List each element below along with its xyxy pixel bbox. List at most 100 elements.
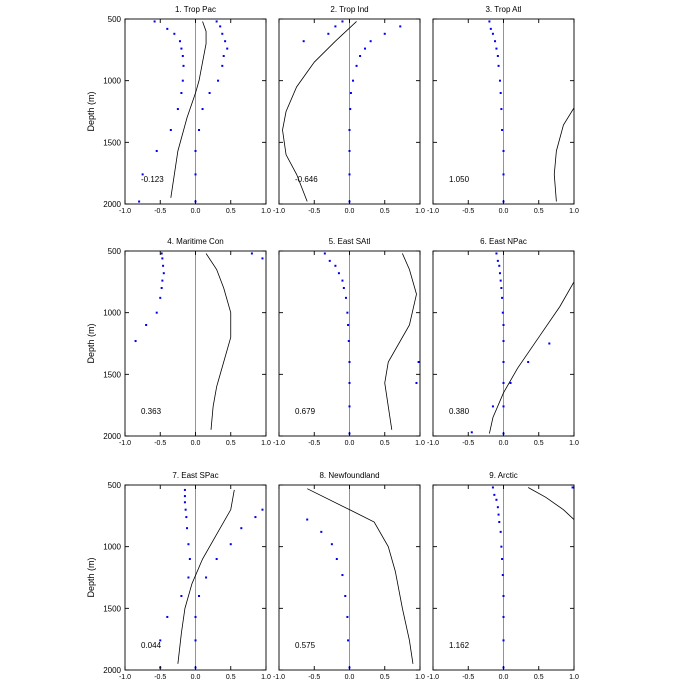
data-point: [173, 32, 176, 35]
data-point: [250, 252, 253, 255]
x-tick-label: 0.5: [226, 208, 236, 215]
panel-9: 9. Arctic -1.0 -0.5 0.0 0.5 1.0 1.162: [427, 471, 579, 681]
data-point: [415, 381, 418, 384]
data-point: [502, 149, 505, 152]
data-point: [347, 639, 350, 642]
data-point: [495, 47, 498, 50]
data-point: [502, 639, 505, 642]
y-axis-label: Depth (m): [86, 557, 96, 597]
x-tick-label: 0.5: [226, 440, 236, 447]
data-point: [134, 340, 137, 343]
data-point: [501, 129, 504, 131]
data-point: [495, 498, 498, 501]
data-point: [187, 543, 190, 546]
x-tick-label: 1.0: [261, 674, 271, 681]
data-point: [219, 25, 222, 28]
data-point: [178, 40, 181, 43]
data-point: [502, 340, 505, 343]
data-point: [502, 361, 505, 363]
data-point: [498, 521, 501, 523]
data-point: [159, 639, 162, 642]
data-point: [194, 173, 197, 176]
data-point: [166, 615, 169, 618]
data-point: [160, 287, 163, 289]
data-point: [201, 108, 204, 111]
data-point: [348, 149, 351, 152]
data-point: [162, 272, 165, 275]
data-point: [501, 296, 504, 299]
x-tick-label: 1.0: [261, 440, 271, 447]
x-tick-label: 0.0: [191, 674, 201, 681]
data-point: [320, 530, 323, 533]
x-tick-label: 1.0: [569, 208, 579, 215]
data-point: [501, 311, 504, 314]
series-curve: [553, 107, 574, 202]
x-tick-label: -1.0: [427, 208, 439, 215]
data-point: [499, 530, 502, 533]
x-tick-label: 0.0: [499, 208, 509, 215]
panel-title: 7. East SPac: [172, 471, 218, 480]
data-point: [254, 516, 257, 519]
data-point: [571, 486, 574, 489]
data-point: [183, 495, 186, 498]
data-point: [417, 361, 420, 363]
data-group: [282, 20, 402, 203]
data-point: [323, 252, 326, 255]
data-point: [182, 64, 185, 67]
data-point: [495, 252, 498, 255]
data-point: [180, 92, 183, 94]
data-point: [302, 40, 305, 43]
data-point: [502, 324, 505, 326]
data-point: [501, 558, 504, 560]
data-point: [155, 149, 158, 152]
panel-title: 4. Maritime Con: [167, 237, 223, 246]
data-point: [180, 47, 183, 50]
data-point: [153, 20, 156, 23]
data-point: [198, 595, 201, 597]
data-point: [222, 55, 225, 57]
data-point: [180, 595, 183, 597]
data-point: [145, 324, 148, 326]
x-tick-label: 0.0: [345, 208, 355, 215]
x-tick-label: 1.0: [569, 440, 579, 447]
data-point: [342, 287, 345, 289]
x-tick-label: -0.5: [462, 440, 474, 447]
x-tick-label: -0.5: [462, 208, 474, 215]
panel-8: 8. Newfoundland -1.0 -0.5 0.0 0.5 1.0 0.575: [273, 471, 425, 681]
data-point: [240, 527, 243, 530]
x-tick-label: -0.5: [154, 208, 166, 215]
data-point: [162, 264, 165, 267]
data-point: [527, 361, 530, 363]
data-group: [159, 488, 264, 669]
panel-annotation: 0.575: [295, 641, 316, 650]
panel-annotation: 0.380: [449, 407, 470, 416]
data-point: [186, 527, 189, 530]
series-curve: [170, 21, 207, 198]
data-point: [348, 173, 351, 176]
y-tick-label: 2000: [103, 432, 121, 441]
panel-annotation: 1.162: [449, 641, 470, 650]
data-point: [347, 324, 350, 326]
data-point: [369, 40, 372, 43]
panel-annotation: -0.123: [141, 175, 164, 184]
y-tick-label: 2000: [103, 200, 121, 209]
data-point: [187, 576, 190, 579]
x-tick-label: -1.0: [427, 674, 439, 681]
data-point: [498, 79, 501, 82]
x-tick-label: 0.5: [380, 674, 390, 681]
data-group: [306, 488, 414, 669]
data-group: [488, 20, 574, 203]
panel-annotation: -0.646: [295, 175, 318, 184]
data-point: [183, 488, 186, 491]
data-point: [166, 27, 169, 30]
panel-annotation: 1.050: [449, 175, 470, 184]
x-tick-label: 0.0: [499, 440, 509, 447]
data-point: [496, 55, 499, 57]
data-point: [502, 173, 505, 176]
data-point: [493, 493, 496, 496]
data-point: [194, 639, 197, 642]
data-point: [348, 405, 351, 408]
data-point: [184, 508, 187, 511]
